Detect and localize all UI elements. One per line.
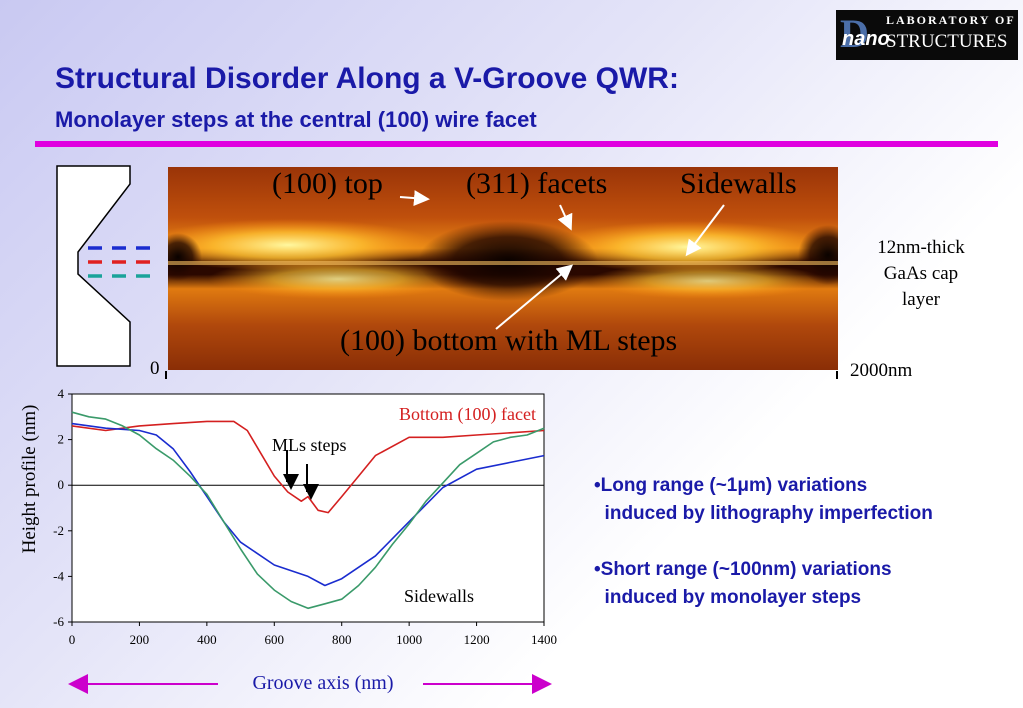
label-100-bottom: (100) bottom with ML steps — [340, 324, 678, 357]
x-tick-label: 1000 — [396, 632, 422, 647]
bullet-line: induced by monolayer steps — [594, 587, 862, 608]
plot-area — [71, 393, 545, 623]
height-profile-chart: 4 2 0 -2 -4 -6 0 200 400 600 800 1000 1200 1400 Botto… — [53, 386, 557, 647]
groove-schematic — [56, 165, 160, 367]
x-tick-label: 400 — [197, 632, 217, 647]
logo-lab-text: LABORATORY OF — [886, 13, 1016, 27]
y-tick-label: 2 — [58, 432, 65, 447]
y-axis-label: Height profile (nm) — [19, 404, 40, 554]
scale-end: 2000nm — [850, 360, 913, 381]
y-tick-label: 0 — [58, 477, 65, 492]
arrow-100-bottom — [495, 264, 574, 330]
cap-layer-note-line: layer — [902, 289, 940, 310]
logo-structures-text: STRUCTURES — [886, 31, 1008, 52]
x-tick-label: 200 — [130, 632, 150, 647]
x-tick-label: 800 — [332, 632, 352, 647]
x-tick-label: 0 — [69, 632, 76, 647]
bullet-spacer — [594, 528, 933, 556]
arrow-100-top — [399, 190, 430, 207]
cap-layer-note-line: GaAs cap — [883, 263, 959, 284]
scale-tick-left — [165, 371, 167, 379]
label-sidewalls: Sidewalls — [680, 167, 797, 200]
y-tick-label: -2 — [53, 523, 64, 538]
bullet-list: •Long range (~1μm) variations induced by… — [594, 472, 933, 612]
bullet-line: •Long range (~1μm) variations — [594, 475, 868, 496]
arrow-311-facets — [557, 204, 573, 231]
annotation-ml-steps: MLs steps — [272, 435, 347, 455]
bullet-line: induced by lithography imperfection — [594, 503, 933, 524]
x-axis-arrow — [68, 674, 552, 694]
cap-layer-note: 12nm-thick GaAs cap layer — [852, 235, 990, 313]
x-tick-label: 600 — [265, 632, 285, 647]
afm-image: (100) top (311) facets Sidewalls (100) b… — [138, 167, 858, 370]
annotation-bottom-facet: Bottom (100) facet — [399, 404, 536, 425]
slide-subtitle: Monolayer steps at the central (100) wir… — [55, 107, 537, 132]
profile-line-1 — [71, 422, 545, 587]
slide-title: Structural Disorder Along a V-Groove QWR… — [55, 62, 679, 95]
afm-arrows — [399, 190, 725, 330]
logo-nano-text: nano — [842, 28, 890, 50]
arrow-sidewalls — [685, 204, 725, 257]
y-tick-label: -6 — [53, 614, 64, 629]
y-tick-label: 4 — [58, 386, 65, 401]
scale-start: 0 — [150, 358, 160, 379]
bullet-line: •Short range (~100nm) variations — [594, 559, 892, 580]
logo-mark-icon: D — [840, 11, 869, 56]
x-axis-label: Groove axis (nm) — [252, 672, 394, 694]
annotation-sidewalls: Sidewalls — [404, 586, 474, 606]
scale-tick-right — [836, 371, 838, 379]
title-rule — [35, 141, 998, 147]
lab-logo: D nano LABORATORY OF STRUCTURES — [836, 10, 1018, 60]
x-tick-label: 1400 — [531, 632, 557, 647]
label-311-facets: (311) facets — [466, 167, 608, 200]
y-tick-label: -4 — [53, 568, 64, 583]
cap-layer-note-line: 12nm-thick — [877, 237, 965, 258]
label-100-top: (100) top — [272, 167, 383, 200]
x-tick-label: 1200 — [464, 632, 490, 647]
profile-line-2 — [71, 411, 545, 610]
